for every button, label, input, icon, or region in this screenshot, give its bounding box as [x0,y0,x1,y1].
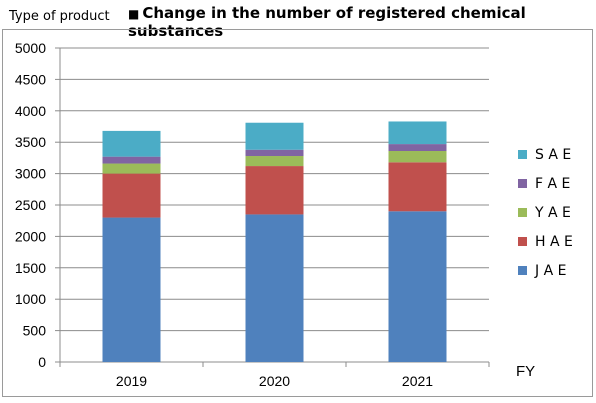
bar-segment-2019-hae [102,173,161,218]
bar-segment-2020-hae [245,166,304,215]
chart-frame [2,29,593,397]
bar-segment-2021-sae [388,121,447,145]
x-tick-label: 2021 [402,373,433,389]
legend-swatch-hae [518,237,527,246]
x-tick-label: 2020 [259,373,290,389]
y-tick-label: 5000 [15,40,46,56]
bar-segment-2020-fae [245,149,304,157]
bar-segment-2020-yae [245,156,304,167]
y-tick-label: 4000 [15,103,46,119]
y-tick-label: 0 [38,354,46,370]
title-square-marker: ■ [128,7,140,21]
bar-segment-2019-fae [102,156,161,164]
bar-segment-2019-jae [102,217,161,362]
y-tick-label: 500 [23,323,47,339]
legend-swatch-jae [518,266,527,275]
y-tick-label: 3000 [15,166,46,182]
bar-segment-2021-yae [388,150,447,163]
y-tick-label: 2000 [15,228,46,244]
y-tick-label: 1000 [15,291,46,307]
legend-label: F A E [535,176,570,192]
legend-label: Y A E [534,205,571,221]
y-axis-unit-label: Type of product [9,9,110,24]
y-tick-label: 1500 [15,260,46,276]
bar-segment-2021-hae [388,162,447,212]
bar-segment-2020-sae [245,122,304,150]
legend-label: S A E [535,147,571,163]
bar-segment-2021-fae [388,144,447,151]
bar-segment-2021-jae [388,211,447,362]
bar-segment-2020-jae [245,214,304,362]
legend-swatch-fae [518,179,527,188]
legend-label: J A E [534,263,566,279]
bar-segment-2019-sae [102,130,161,157]
legend-swatch-sae [518,150,527,159]
bar-segment-2019-yae [102,163,161,174]
chart-title-text: Change in the number of registered chemi… [128,4,526,40]
y-tick-label: 2500 [15,197,46,213]
legend-label: H A E [535,234,573,250]
y-tick-label: 4500 [15,71,46,87]
legend-swatch-yae [518,208,527,217]
chart-title: ■ Change in the number of registered chem… [128,4,596,40]
y-tick-label: 3500 [15,134,46,150]
x-axis-label: FY [516,363,535,380]
x-tick-label: 2019 [116,373,147,389]
